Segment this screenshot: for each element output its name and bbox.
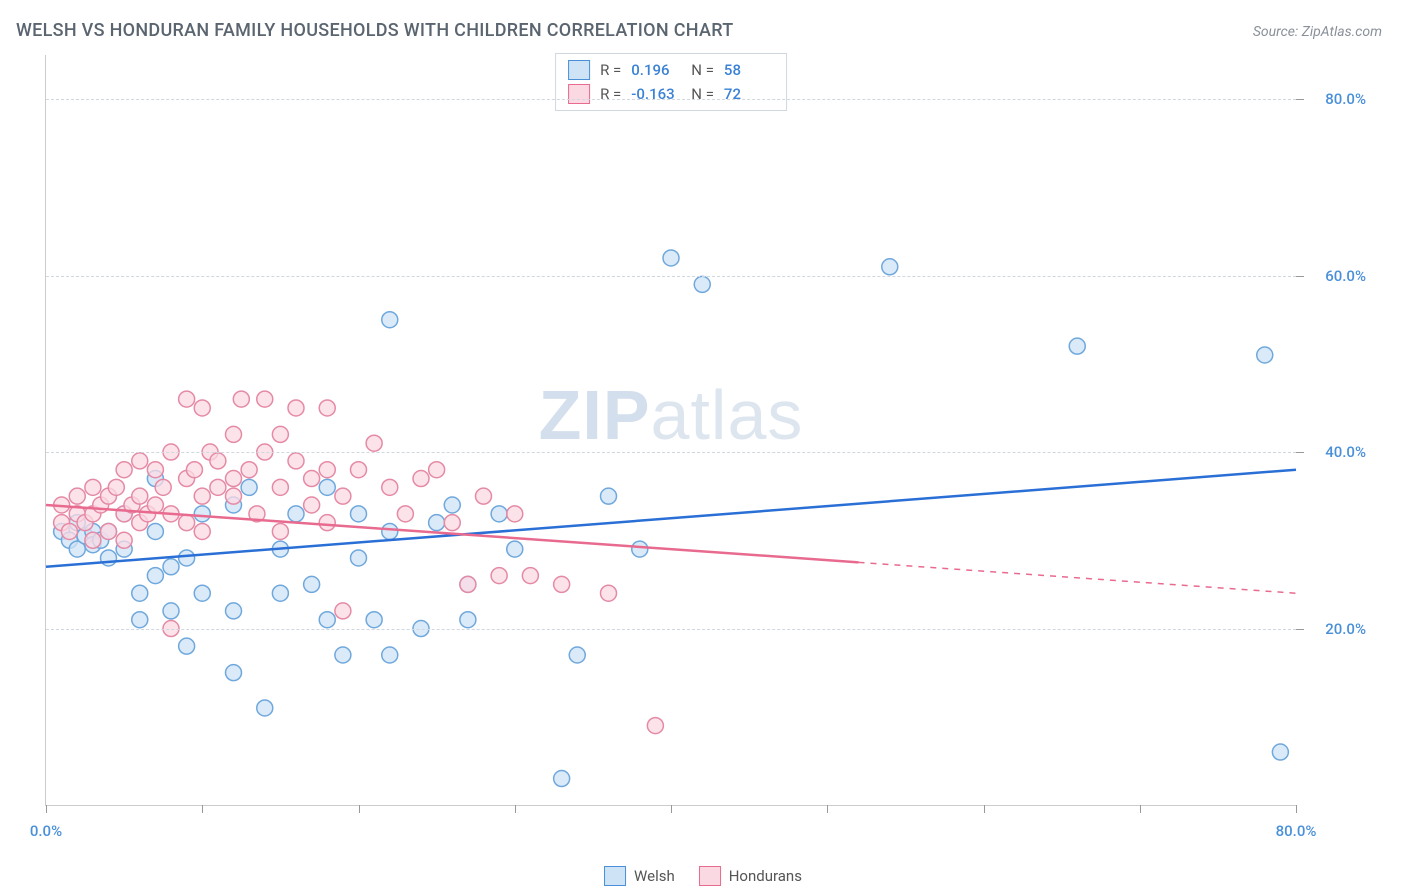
gridline: [46, 99, 1296, 100]
x-tick-label: 0.0%: [30, 822, 62, 840]
y-tick-label: 80.0%: [1325, 90, 1366, 108]
gridline: [46, 276, 1296, 277]
swatch-icon: [604, 866, 626, 886]
source-attribution: Source: ZipAtlas.com: [1253, 24, 1382, 40]
gridline: [46, 629, 1296, 630]
y-tick-label: 40.0%: [1325, 443, 1366, 461]
legend-item-hondurans: Hondurans: [699, 866, 802, 886]
legend: Welsh Hondurans: [604, 866, 802, 886]
chart-title: WELSH VS HONDURAN FAMILY HOUSEHOLDS WITH…: [16, 20, 734, 41]
legend-item-welsh: Welsh: [604, 866, 675, 886]
y-tick-label: 60.0%: [1325, 267, 1366, 285]
gridline: [46, 452, 1296, 453]
y-tick-label: 20.0%: [1325, 620, 1366, 638]
swatch-icon: [699, 866, 721, 886]
chart-plot-area: ZIPatlas R = 0.196 N = 58 R = -0.163 N =…: [45, 55, 1296, 806]
x-tick-label: 80.0%: [1276, 822, 1317, 840]
scatter-plot-svg: [46, 55, 1296, 805]
